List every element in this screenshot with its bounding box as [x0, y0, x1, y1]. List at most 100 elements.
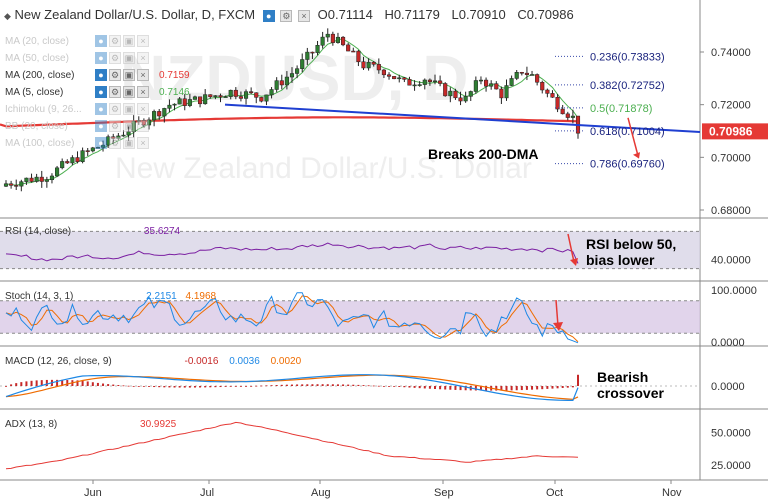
macd-histogram-bar	[403, 386, 406, 388]
format-icon[interactable]: ▣	[123, 69, 135, 81]
indicator-row[interactable]: MA (50, close) ● ⚙ ▣ ×	[0, 50, 151, 66]
macd-histogram-bar	[464, 386, 467, 391]
format-icon[interactable]: ▣	[123, 86, 135, 98]
close-icon[interactable]: ×	[137, 86, 149, 98]
macd-histogram-bar	[418, 386, 421, 389]
macd-histogram-bar	[541, 386, 544, 390]
indicator-row[interactable]: MA (100, close) ● ⚙ ▣ ×	[0, 135, 151, 151]
candle-body	[126, 131, 131, 136]
candle-body	[330, 33, 335, 43]
macd-histogram-bar	[331, 384, 334, 386]
format-icon[interactable]: ▣	[123, 52, 135, 64]
candle-body	[315, 45, 320, 53]
candle-body	[468, 91, 473, 97]
adx-legend: ADX (13, 8) 30.9925	[5, 419, 176, 430]
candle-body	[182, 98, 187, 106]
candle-body	[218, 95, 223, 98]
macd-histogram-bar	[531, 386, 534, 390]
macd-histogram-bar	[224, 386, 227, 387]
price-tick-label: 0.74000	[711, 47, 751, 59]
close-icon[interactable]: ×	[137, 69, 149, 81]
stoch-d-value: 4.1968	[185, 291, 217, 302]
macd-histogram-bar	[137, 386, 140, 387]
candle-body	[412, 84, 417, 87]
format-icon[interactable]: ▣	[123, 120, 135, 132]
candle-body	[249, 91, 254, 93]
candle-body	[177, 98, 182, 105]
close-icon[interactable]: ×	[137, 52, 149, 64]
candle-body	[29, 177, 34, 182]
candle-body	[274, 80, 279, 90]
eye-icon[interactable]: ●	[95, 52, 107, 64]
settings-icon[interactable]: ⚙	[280, 10, 293, 22]
candle-body	[494, 83, 499, 90]
candle-body	[24, 177, 29, 182]
candle-body	[524, 72, 529, 75]
candle-body	[44, 179, 49, 182]
indicator-label: MA (5, close)	[5, 86, 64, 98]
candle-body	[463, 96, 468, 102]
candle-body	[116, 135, 121, 139]
macd-histogram-bar	[142, 386, 145, 387]
settings-icon[interactable]: ⚙	[109, 137, 121, 149]
macd-histogram-bar	[40, 380, 43, 386]
collapse-chevron-icon[interactable]: ◆	[4, 11, 11, 21]
candle-body	[565, 113, 570, 118]
macd-histogram-bar	[306, 384, 309, 386]
eye-icon[interactable]: ●	[95, 69, 107, 81]
watermark-subtitle: New Zealand Dollar/U.S. Dollar	[115, 152, 532, 185]
eye-icon[interactable]: ●	[95, 103, 107, 115]
close-icon[interactable]: ×	[137, 35, 149, 47]
settings-icon[interactable]: ⚙	[109, 103, 121, 115]
settings-icon[interactable]: ⚙	[109, 35, 121, 47]
eye-icon[interactable]: ●	[95, 35, 107, 47]
macd-histogram-bar	[107, 384, 110, 386]
macd-histogram-bar	[362, 385, 365, 386]
candle-body	[438, 80, 443, 84]
fib-level-label: 0.5(0.71878)	[590, 103, 652, 115]
eye-icon[interactable]: ●	[95, 137, 107, 149]
indicator-row[interactable]: BB (20, close) ● ⚙ ▣ ×	[0, 118, 151, 134]
macd-histogram-bar	[20, 382, 23, 386]
candle-body	[422, 79, 427, 85]
candle-body	[9, 183, 14, 186]
adx-label: ADX (13, 8)	[5, 419, 58, 430]
settings-icon[interactable]: ⚙	[109, 86, 121, 98]
settings-icon[interactable]: ⚙	[109, 52, 121, 64]
macd-histogram-bar	[275, 385, 278, 386]
eye-icon[interactable]: ●	[262, 10, 275, 22]
close-icon[interactable]: ×	[137, 137, 149, 149]
candle-body	[90, 147, 95, 152]
candle-body	[300, 59, 305, 69]
close-icon[interactable]: ×	[137, 103, 149, 115]
indicator-row[interactable]: MA (20, close) ● ⚙ ▣ ×	[0, 33, 151, 49]
candle-body	[19, 181, 24, 187]
settings-icon[interactable]: ⚙	[109, 120, 121, 132]
rsi-line	[5, 242, 579, 264]
macd-histogram-bar	[510, 386, 513, 391]
candle-body	[228, 89, 233, 97]
format-icon[interactable]: ▣	[123, 137, 135, 149]
macd-axis-label: 0.0000	[711, 381, 745, 393]
candle-body	[310, 51, 315, 54]
macd-histogram-bar	[408, 386, 411, 388]
macd-legend: MACD (12, 26, close, 9) -0.0016 0.0036 0…	[5, 356, 301, 367]
macd-histogram-bar	[76, 380, 79, 386]
rsi-axis-label: 40.0000	[711, 254, 751, 266]
settings-icon[interactable]: ⚙	[109, 69, 121, 81]
macd-histogram-bar	[301, 384, 304, 386]
last-price-tag	[702, 123, 768, 140]
indicator-row[interactable]: MA (5, close) ● ⚙ ▣ × 0.7146	[0, 84, 190, 100]
eye-icon[interactable]: ●	[95, 120, 107, 132]
indicator-row[interactable]: MA (200, close) ● ⚙ ▣ × 0.7159	[0, 67, 190, 83]
eye-icon[interactable]: ●	[95, 86, 107, 98]
arrow-down-main	[627, 117, 639, 156]
close-icon[interactable]: ×	[137, 120, 149, 132]
format-icon[interactable]: ▣	[123, 103, 135, 115]
indicator-row[interactable]: Ichimoku (9, 26... ● ⚙ ▣ ×	[0, 101, 151, 117]
close-icon[interactable]: ×	[298, 10, 310, 22]
macd-histogram-bar	[367, 385, 370, 387]
format-icon[interactable]: ▣	[123, 35, 135, 47]
candle-body	[341, 36, 346, 46]
